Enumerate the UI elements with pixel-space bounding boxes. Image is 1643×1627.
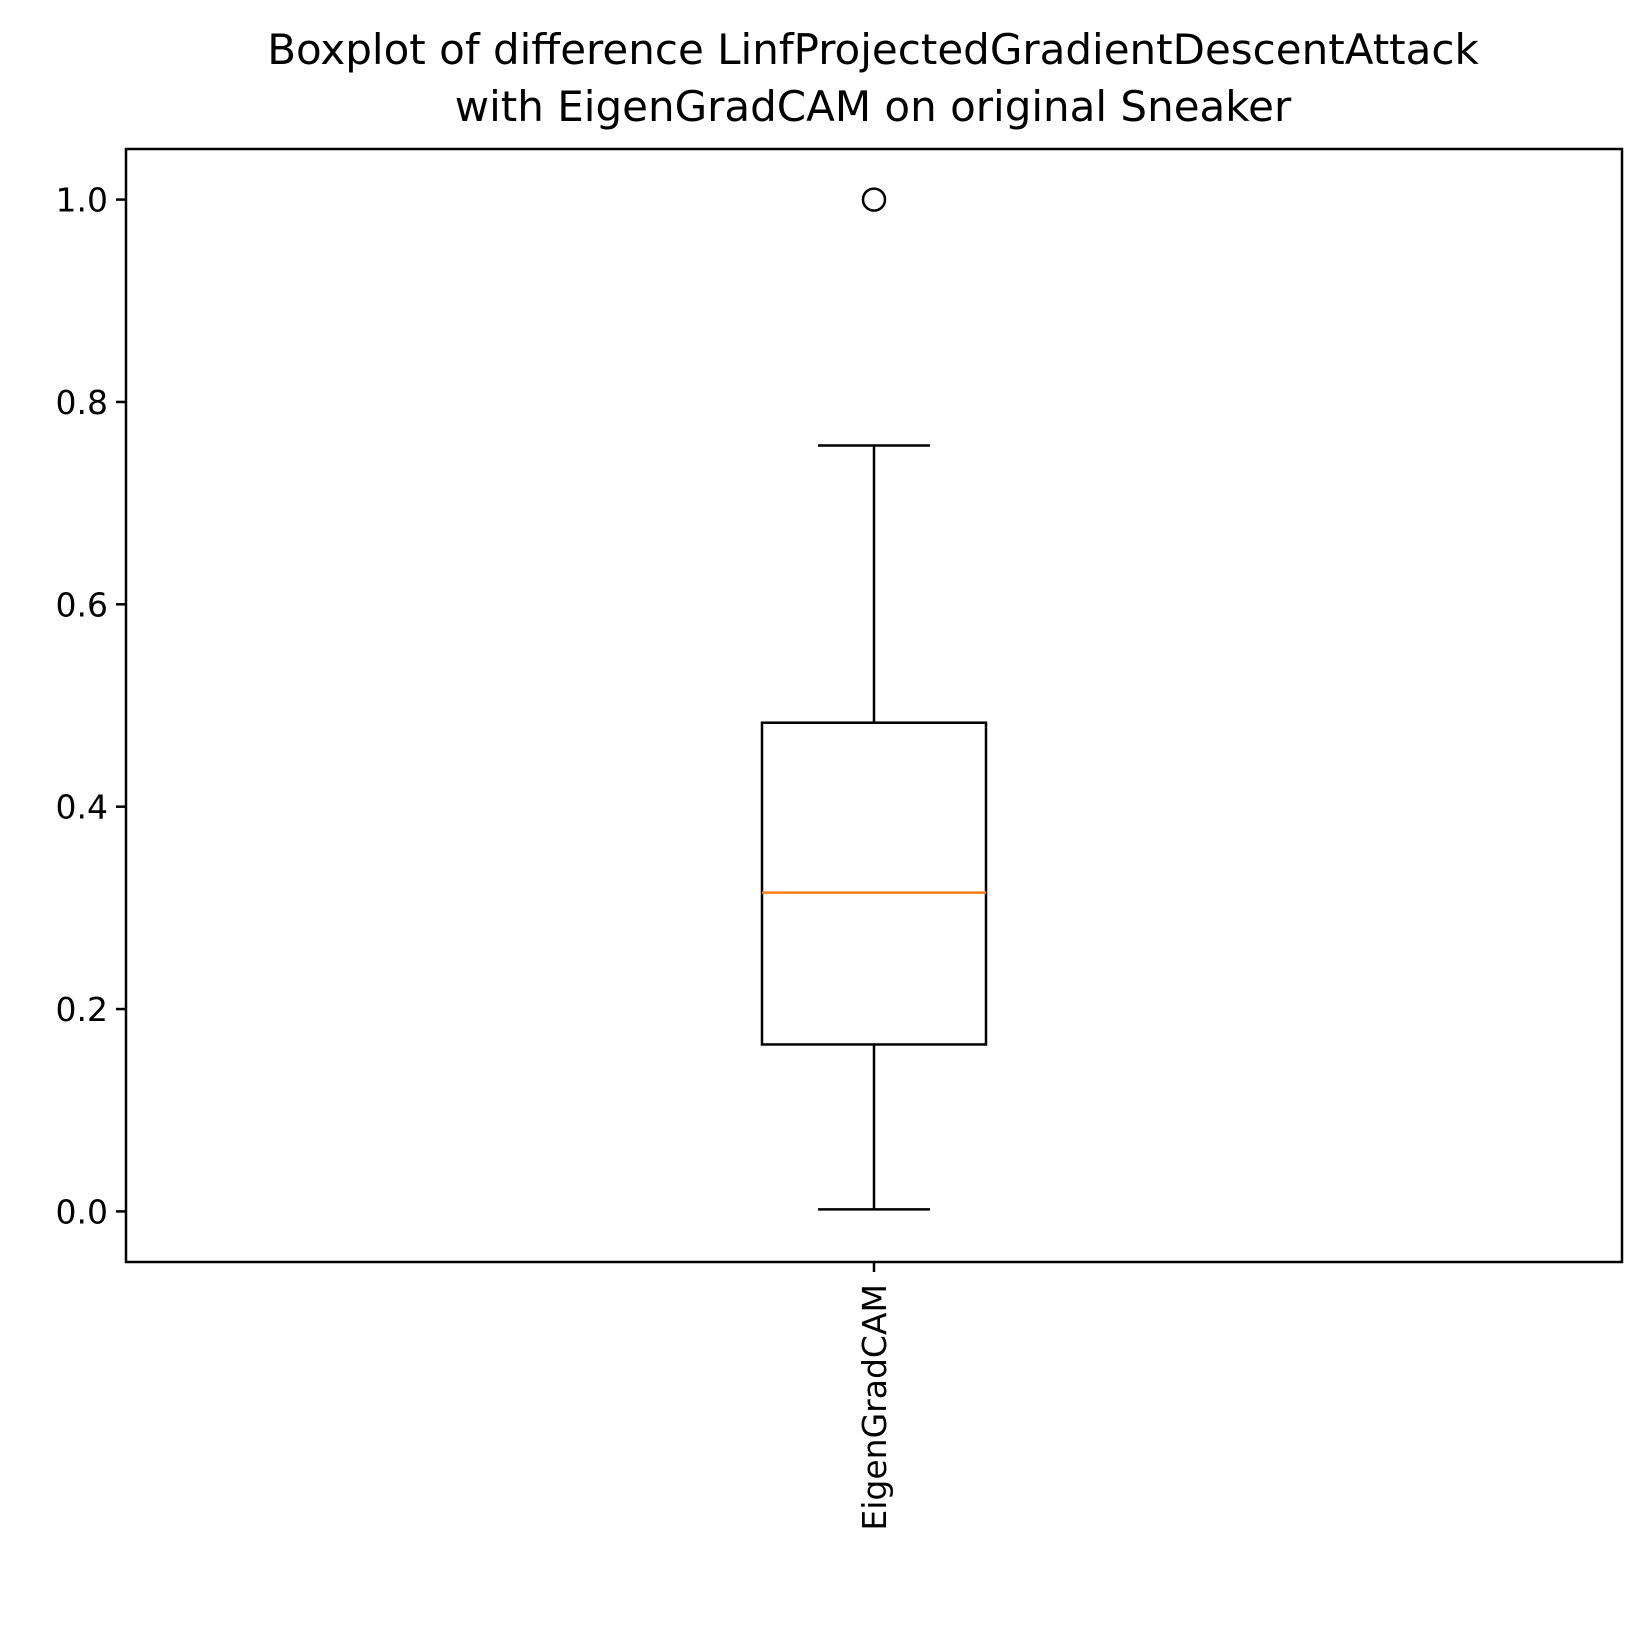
outlier-point [861,187,887,212]
chart-title-line-1: Boxplot of difference LinfProjectedGradi… [267,25,1479,74]
y-tick-label: 0.6 [56,585,108,624]
y-axis: 0.0 0.2 0.4 0.6 0.8 1.0 [56,181,126,1231]
chart-title-line-2: with EigenGradCAM on original Sneaker [455,82,1292,131]
x-axis: EigenGradCAM [855,1262,894,1531]
x-tick-label: EigenGradCAM [855,1284,894,1531]
y-tick-label: 0.2 [56,990,108,1029]
interquartile-box [760,721,988,1046]
boxplot-series [760,187,988,1211]
y-tick-label: 0.0 [56,1192,108,1231]
y-tick-label: 0.4 [56,788,108,827]
y-tick-label: 0.8 [56,383,108,422]
y-tick-label: 1.0 [56,181,108,220]
